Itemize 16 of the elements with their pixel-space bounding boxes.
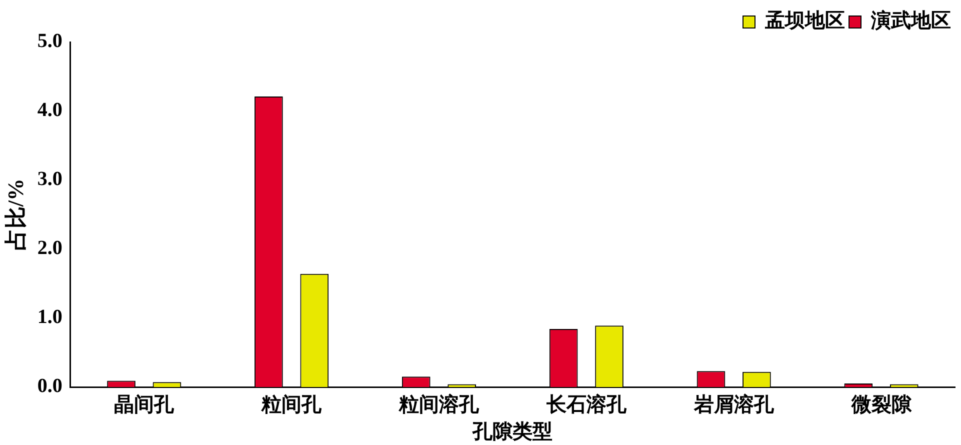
y-tick-label: 2.0 — [37, 237, 62, 260]
x-axis-title: 孔隙类型 — [472, 421, 553, 444]
x-tick-label: 粒间孔 — [260, 394, 323, 416]
x-tick-label: 微裂隙 — [850, 394, 912, 416]
y-tick-label: 3.0 — [37, 168, 62, 190]
y-tick-label: 1.0 — [37, 306, 62, 328]
x-tick-label: 长石溶孔 — [545, 393, 628, 416]
x-tick-label: 晶间孔 — [114, 394, 176, 416]
y-axis-title: 占比/% — [2, 178, 28, 251]
x-tick-label: 粒间溶孔 — [398, 393, 480, 416]
legend-label: 孟坝地区 — [764, 10, 845, 32]
legend-label: 演武地区 — [870, 9, 951, 32]
y-tick-label: 0.0 — [37, 375, 62, 398]
x-tick-label: 岩屑溶孔 — [692, 393, 775, 416]
y-tick-label: 4.0 — [37, 99, 62, 122]
y-tick-label: 5.0 — [37, 30, 62, 52]
